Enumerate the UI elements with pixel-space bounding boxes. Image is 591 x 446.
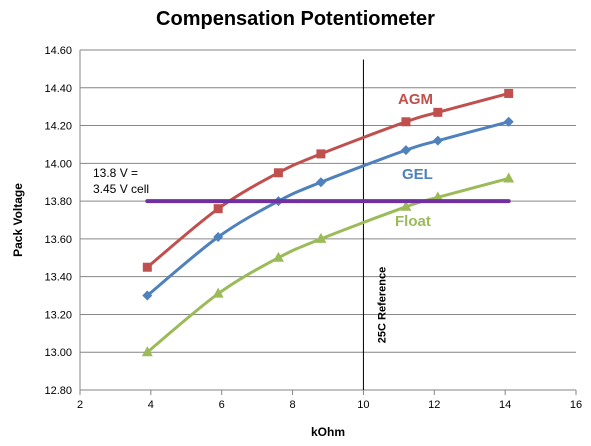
reference-line-label: 13.8 V = bbox=[93, 166, 138, 180]
vertical-reference-label: 25C Reference bbox=[376, 267, 388, 343]
x-tick-label: 2 bbox=[77, 399, 83, 411]
series-gel-point bbox=[142, 290, 153, 301]
x-tick-labels: 2 4 6 8 10 12 14 16 bbox=[77, 390, 582, 411]
y-tick-label: 13.60 bbox=[44, 234, 72, 246]
chart-title: Compensation Potentiometer bbox=[156, 8, 435, 30]
series-float-point bbox=[272, 251, 284, 262]
series-gel-point bbox=[213, 232, 224, 242]
series-gel-line bbox=[146, 120, 510, 297]
series-float-line bbox=[146, 176, 510, 354]
y-tick-label: 13.00 bbox=[44, 347, 72, 359]
series-label-float: Float bbox=[395, 213, 431, 230]
series-label-agm: AGM bbox=[398, 91, 433, 108]
series-group bbox=[141, 88, 515, 357]
series-float-point bbox=[141, 346, 153, 357]
series-gel-point bbox=[432, 135, 443, 146]
grid-lines bbox=[79, 49, 576, 391]
x-tick-label: 12 bbox=[428, 399, 440, 411]
reference-line-label: 3.45 V cell bbox=[93, 182, 149, 196]
series-agm-point bbox=[433, 107, 443, 117]
y-tick-labels: 12.80 13.00 13.20 13.40 13.60 13.80 14.00 14.20… bbox=[44, 45, 72, 397]
y-tick-label: 13.20 bbox=[44, 309, 72, 321]
annotation-labels: 13.8 V = 3.45 V cell AGM GEL Float bbox=[93, 91, 433, 230]
x-tick-label: 8 bbox=[290, 399, 296, 411]
x-axis-title: kOhm bbox=[311, 425, 345, 439]
y-tick-label: 12.80 bbox=[44, 385, 72, 397]
series-float-point bbox=[400, 200, 412, 211]
series-agm-point bbox=[401, 117, 411, 127]
series-agm-point bbox=[273, 168, 283, 178]
series-gel-point bbox=[315, 177, 326, 188]
y-tick-label: 13.80 bbox=[44, 196, 72, 208]
series-float-point bbox=[212, 287, 224, 298]
series-agm-point bbox=[504, 88, 514, 98]
x-tick-label: 4 bbox=[148, 399, 154, 411]
y-tick-label: 14.00 bbox=[44, 158, 72, 170]
y-tick-label: 13.40 bbox=[44, 272, 72, 284]
y-tick-label: 14.20 bbox=[44, 121, 72, 133]
x-tick-label: 10 bbox=[357, 399, 369, 411]
series-gel-point bbox=[400, 145, 411, 156]
series-gel-point bbox=[503, 116, 514, 127]
series-float-point bbox=[503, 172, 515, 183]
series-agm-point bbox=[213, 204, 223, 214]
series-label-gel: GEL bbox=[402, 166, 433, 183]
y-axis-title: Pack Voltage bbox=[11, 183, 25, 257]
series-float-point bbox=[432, 191, 444, 202]
y-tick-label: 14.60 bbox=[44, 45, 72, 57]
vertical-reference: 25C Reference bbox=[362, 59, 388, 390]
y-tick-label: 14.40 bbox=[44, 83, 72, 95]
series-agm-point bbox=[142, 262, 152, 272]
x-tick-label: 16 bbox=[570, 399, 582, 411]
x-tick-label: 6 bbox=[219, 399, 225, 411]
series-agm-point bbox=[316, 149, 326, 159]
x-tick-label: 14 bbox=[499, 399, 511, 411]
series-float-point bbox=[315, 232, 327, 243]
